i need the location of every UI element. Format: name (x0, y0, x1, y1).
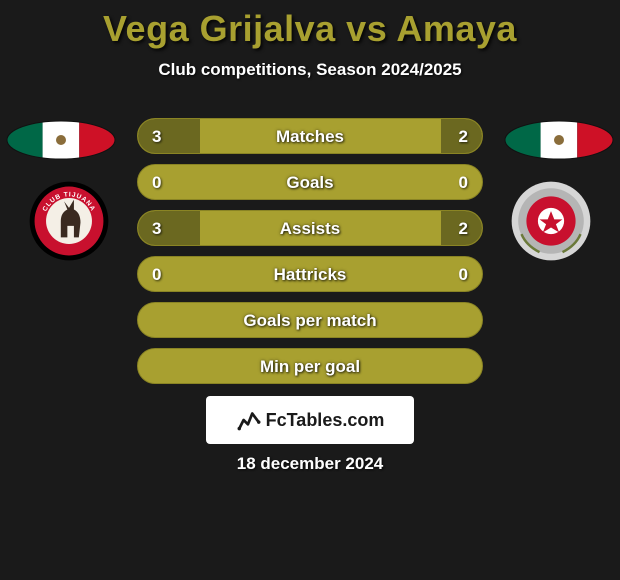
chart-icon (236, 407, 262, 433)
comparison-infographic: Vega Grijalva vs Amaya Club competitions… (0, 0, 620, 580)
page-title: Vega Grijalva vs Amaya (0, 0, 620, 50)
bar-value-right: 0 (459, 257, 468, 292)
bar-label: Assists (138, 211, 482, 246)
bar-value-left: 3 (152, 211, 161, 246)
bar-value-right: 2 (459, 211, 468, 246)
bar-value-right: 0 (459, 165, 468, 200)
bar-value-left: 3 (152, 119, 161, 154)
bar-label: Goals (138, 165, 482, 200)
attribution-badge: FcTables.com (206, 396, 414, 444)
bar-label: Matches (138, 119, 482, 154)
attribution-text: FcTables.com (266, 410, 385, 431)
bar-value-left: 0 (152, 165, 161, 200)
bar-label: Goals per match (138, 303, 482, 338)
stat-bar: Assists3 2 (137, 210, 483, 246)
stats-bars: Matches32Goals00Assists32Hattricks00Goal… (0, 118, 620, 394)
page-subtitle: Club competitions, Season 2024/2025 (0, 60, 620, 80)
bar-value-left: 0 (152, 257, 161, 292)
date-text: 18 december 2024 (0, 454, 620, 474)
bar-label: Min per goal (138, 349, 482, 384)
stat-bar: Goals0 0 (137, 164, 483, 200)
bar-label: Hattricks (138, 257, 482, 292)
bar-value-right: 2 (459, 119, 468, 154)
stat-bar: Hattricks0 0 (137, 256, 483, 292)
stat-bar: Min per goal (137, 348, 483, 384)
stat-bar: Goals per match (137, 302, 483, 338)
stat-bar: Matches3 2 (137, 118, 483, 154)
